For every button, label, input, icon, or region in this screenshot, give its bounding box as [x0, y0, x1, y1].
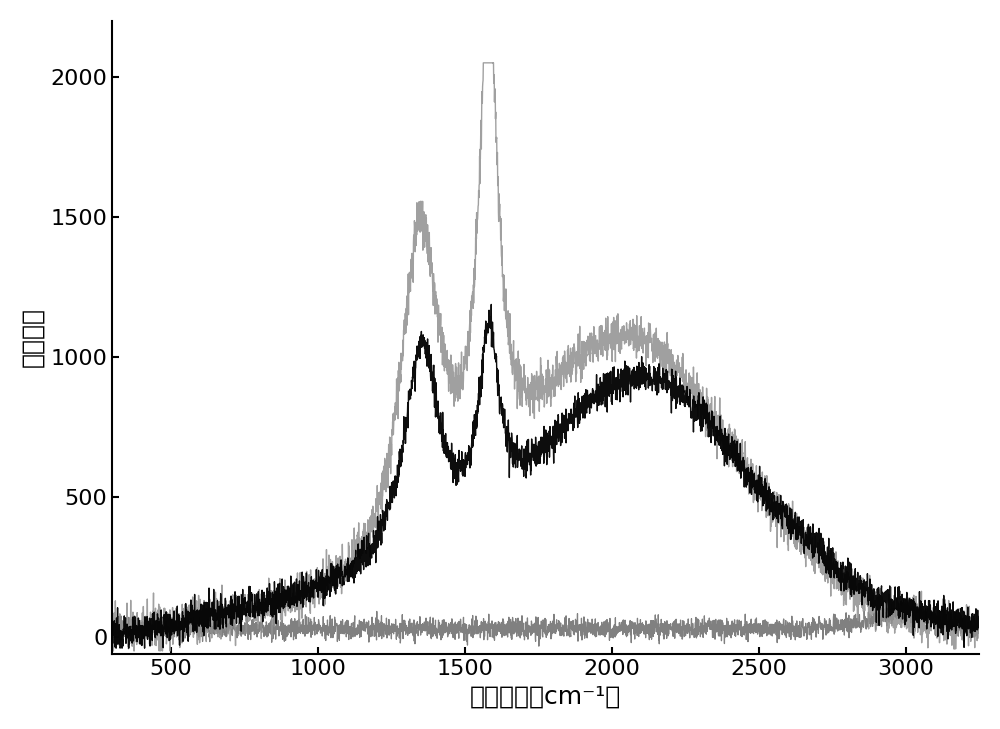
Y-axis label: 拉曼强度: 拉曼强度: [21, 308, 45, 367]
X-axis label: 拉曼位移（cm⁻¹）: 拉曼位移（cm⁻¹）: [470, 685, 621, 708]
